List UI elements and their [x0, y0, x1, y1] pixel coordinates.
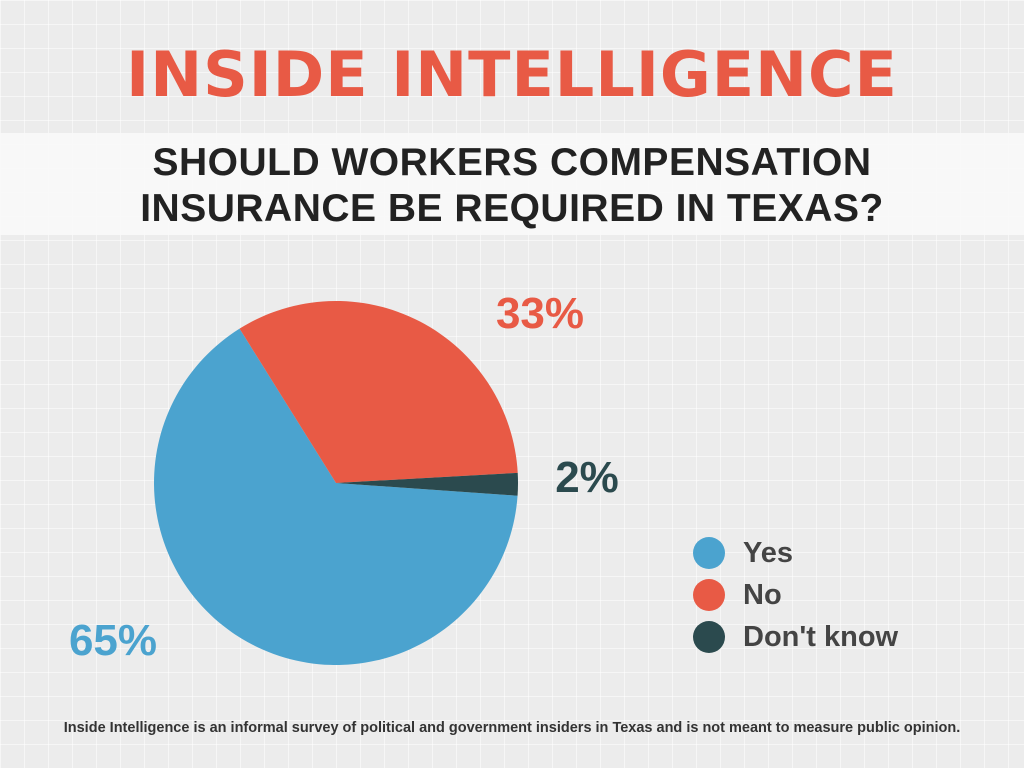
legend-label-no: No	[743, 578, 782, 611]
slice-yes-label: 65%	[69, 616, 157, 665]
legend-label-dont-know: Don't know	[743, 620, 899, 653]
slice-no	[239, 300, 518, 483]
slice-dont-know	[336, 472, 519, 496]
legend-item-dont-know: Don't know	[693, 616, 898, 658]
slice-no-label: 33%	[496, 289, 584, 338]
slice-dont-know-label: 2%	[555, 453, 619, 502]
legend-swatch-dont-know	[693, 621, 725, 653]
legend-item-yes: Yes	[693, 532, 898, 574]
question-band	[0, 133, 1024, 235]
legend-swatch-yes	[693, 537, 725, 569]
question-line-1: SHOULD WORKERS COMPENSATION	[152, 141, 872, 184]
question-line-2: INSURANCE BE REQUIRED IN TEXAS?	[140, 187, 884, 230]
brand-title: INSIDE INTELLIGENCE	[126, 38, 898, 111]
slice-yes	[154, 328, 518, 665]
legend-label-yes: Yes	[743, 536, 793, 569]
legend: Yes No Don't know	[693, 532, 898, 658]
footnote: Inside Intelligence is an informal surve…	[63, 720, 961, 736]
legend-swatch-no	[693, 579, 725, 611]
legend-item-no: No	[693, 574, 898, 616]
question-title: SHOULD WORKERS COMPENSATION INSURANCE BE…	[0, 140, 1024, 232]
